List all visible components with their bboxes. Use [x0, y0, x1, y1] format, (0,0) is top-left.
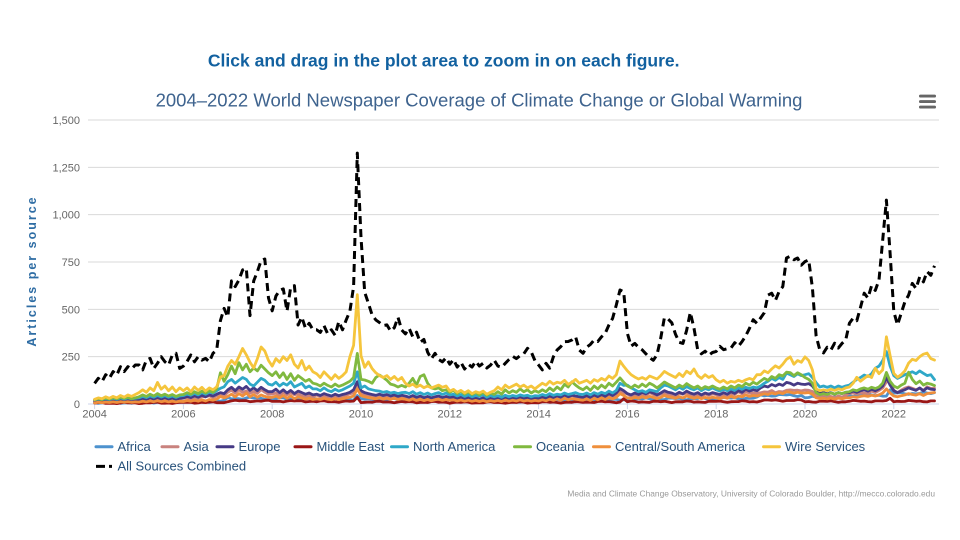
svg-text:2004–2022 World Newspaper Cove: 2004–2022 World Newspaper Coverage of Cl… — [156, 90, 803, 111]
svg-text:Asia: Asia — [184, 439, 210, 454]
svg-text:0: 0 — [74, 399, 80, 411]
svg-text:750: 750 — [62, 257, 80, 269]
svg-text:2008: 2008 — [260, 409, 284, 421]
svg-text:2012: 2012 — [438, 409, 462, 421]
svg-text:500: 500 — [62, 304, 80, 316]
svg-text:2022: 2022 — [882, 409, 906, 421]
svg-text:1,000: 1,000 — [52, 210, 80, 222]
svg-text:2006: 2006 — [171, 409, 195, 421]
svg-text:Wire Services: Wire Services — [785, 439, 866, 454]
svg-text:2018: 2018 — [704, 409, 728, 421]
svg-text:Articles per source: Articles per source — [25, 195, 39, 346]
svg-text:All Sources Combined: All Sources Combined — [118, 458, 247, 473]
svg-text:2010: 2010 — [349, 409, 373, 421]
svg-text:Central/South America: Central/South America — [615, 439, 746, 454]
svg-text:250: 250 — [62, 352, 80, 364]
svg-text:Africa: Africa — [118, 439, 152, 454]
svg-text:Middle East: Middle East — [317, 439, 385, 454]
svg-text:Click and drag in the plot are: Click and drag in the plot area to zoom … — [208, 51, 680, 71]
svg-text:Media and Climate Change Obser: Media and Climate Change Observatory, Un… — [567, 489, 935, 499]
svg-text:1,500: 1,500 — [52, 115, 80, 127]
svg-text:2004: 2004 — [82, 409, 106, 421]
svg-text:Oceania: Oceania — [536, 439, 585, 454]
svg-text:1,250: 1,250 — [52, 162, 80, 174]
svg-text:2020: 2020 — [793, 409, 817, 421]
svg-text:2014: 2014 — [526, 409, 550, 421]
svg-text:2016: 2016 — [615, 409, 639, 421]
svg-text:Europe: Europe — [239, 439, 281, 454]
svg-text:North America: North America — [413, 439, 496, 454]
